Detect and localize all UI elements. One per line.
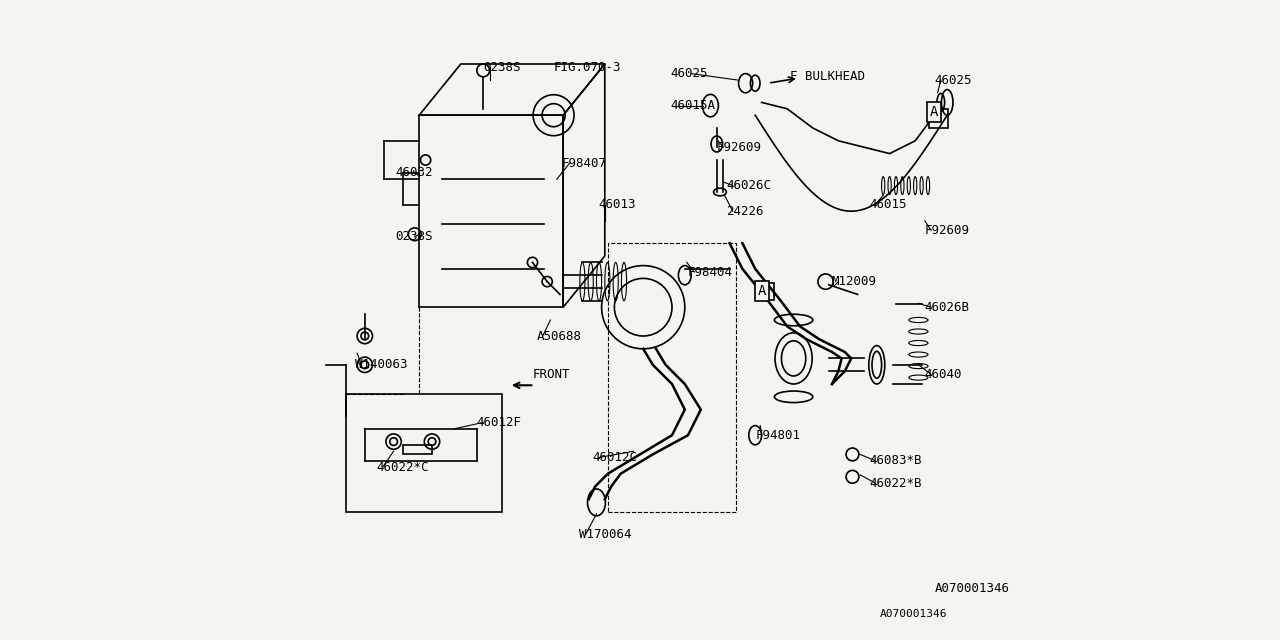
Text: 46026C: 46026C <box>727 179 772 192</box>
Bar <box>758 283 773 300</box>
Text: 0238S: 0238S <box>396 230 433 243</box>
Text: 46015: 46015 <box>869 198 906 211</box>
Text: A50688: A50688 <box>536 330 581 342</box>
Bar <box>403 445 433 454</box>
Bar <box>608 243 736 512</box>
Text: F92609: F92609 <box>717 141 762 154</box>
Text: FRONT: FRONT <box>532 368 570 381</box>
Text: 46015A: 46015A <box>671 99 716 112</box>
Text: 46022*B: 46022*B <box>869 477 922 490</box>
Text: 0238S: 0238S <box>484 61 521 74</box>
Text: FIG.070-3: FIG.070-3 <box>554 61 621 74</box>
Text: 46083*B: 46083*B <box>869 454 922 467</box>
Text: F BULKHEAD: F BULKHEAD <box>791 70 865 83</box>
Bar <box>929 109 948 128</box>
Text: 46032: 46032 <box>396 166 433 179</box>
Text: 46025: 46025 <box>671 67 708 80</box>
Text: A070001346: A070001346 <box>879 609 947 620</box>
Text: 46012C: 46012C <box>591 451 637 464</box>
Text: 46040: 46040 <box>924 368 963 381</box>
Text: F98404: F98404 <box>689 266 733 278</box>
Text: 46026B: 46026B <box>924 301 970 314</box>
Text: W170064: W170064 <box>580 528 632 541</box>
Text: 46025: 46025 <box>934 74 972 86</box>
Text: A: A <box>758 284 765 298</box>
Text: A070001346: A070001346 <box>934 582 1010 595</box>
Text: M12009: M12009 <box>832 275 877 288</box>
Text: W140063: W140063 <box>356 358 408 371</box>
Text: 24226: 24226 <box>727 205 764 218</box>
Bar <box>346 394 502 512</box>
Text: A: A <box>931 105 938 119</box>
Text: F98407: F98407 <box>562 157 607 170</box>
Text: F94801: F94801 <box>755 429 800 442</box>
Text: 46013: 46013 <box>599 198 636 211</box>
Text: F92609: F92609 <box>924 224 970 237</box>
Text: 46022*C: 46022*C <box>376 461 429 474</box>
Text: 46012F: 46012F <box>477 416 522 429</box>
